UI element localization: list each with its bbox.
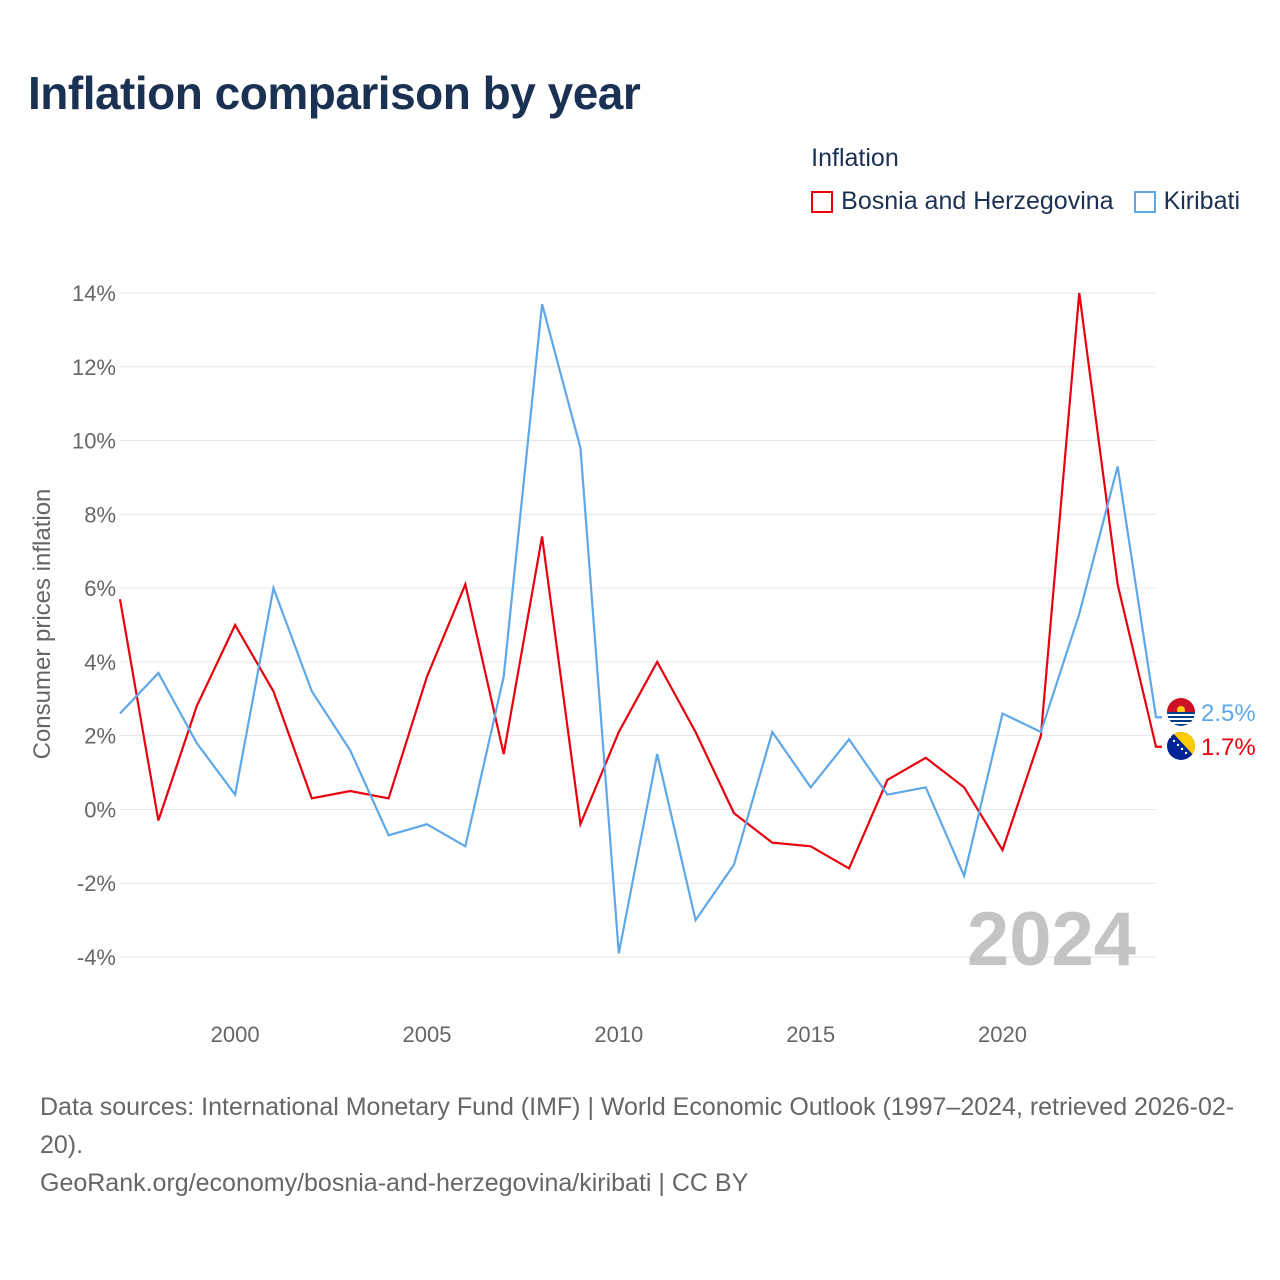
y-tick-label: 6% xyxy=(84,576,116,601)
legend: Inflation Bosnia and Herzegovina Kiribat… xyxy=(811,144,1240,216)
x-tick-label: 2015 xyxy=(786,1022,835,1047)
x-tick-label: 2005 xyxy=(402,1022,451,1047)
end-label-bosnia-and-herzegovina: 1.7% xyxy=(1201,734,1256,761)
legend-title: Inflation xyxy=(811,144,899,172)
legend-swatch-kiribati xyxy=(1133,190,1156,213)
legend-label-kiribati: Kiribati xyxy=(1163,187,1240,215)
y-tick-label: 0% xyxy=(84,797,116,822)
end-label-kiribati: 2.5% xyxy=(1201,700,1256,727)
y-tick-label: 8% xyxy=(84,502,116,527)
x-tick-label: 2020 xyxy=(978,1022,1027,1047)
bosnia-herzegovina-flag-icon xyxy=(1167,732,1195,760)
year-watermark: 2024 xyxy=(967,897,1136,982)
legend-swatch-bosnia-and-herzegovina xyxy=(811,190,834,213)
x-tick-label: 2010 xyxy=(594,1022,643,1047)
legend-item-kiribati[interactable]: Kiribati xyxy=(1133,187,1240,216)
y-tick-label: 2% xyxy=(84,724,116,749)
y-tick-label: -4% xyxy=(77,945,116,970)
footer-link[interactable]: GeoRank.org/economy/bosnia-and-herzegovi… xyxy=(40,1169,749,1197)
footer: Data sources: International Monetary Fun… xyxy=(40,1088,1250,1202)
y-tick-label: -2% xyxy=(77,871,116,896)
line-chart: -4% -2% 0% 2% 4% 6% 8% 10% 12% 14% 2000 2005 2010 201… xyxy=(29,281,1256,1047)
kiribati-flag-icon xyxy=(1167,698,1195,726)
y-tick-label: 14% xyxy=(72,281,116,306)
series-line-bosnia-and-herzegovina[interactable] xyxy=(118,292,1162,871)
y-axis-title: Consumer prices inflation xyxy=(29,489,56,760)
legend-label-bosnia-and-herzegovina: Bosnia and Herzegovina xyxy=(841,187,1114,215)
chart-title: Inflation comparison by year xyxy=(28,67,641,119)
series-line-kiribati[interactable] xyxy=(119,303,1162,954)
y-tick-label: 4% xyxy=(84,650,116,675)
y-tick-label: 10% xyxy=(72,429,116,454)
x-tick-label: 2000 xyxy=(211,1022,260,1047)
legend-item-bosnia-and-herzegovina[interactable]: Bosnia and Herzegovina xyxy=(811,187,1114,216)
y-tick-label: 12% xyxy=(72,355,116,380)
footer-sources: Data sources: International Monetary Fun… xyxy=(40,1093,1235,1159)
